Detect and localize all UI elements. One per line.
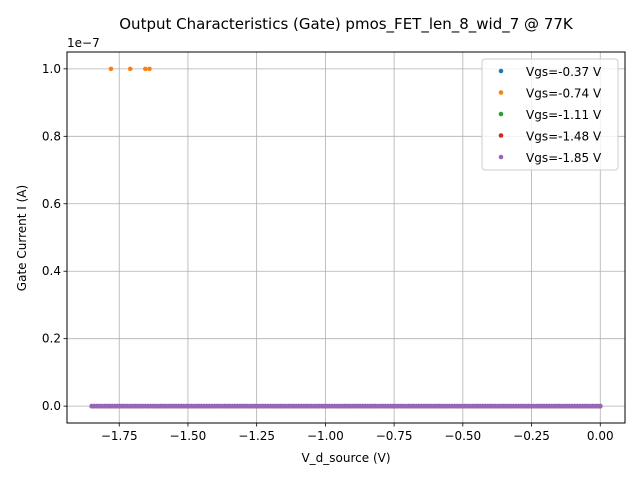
x-axis: −1.75 −1.50 −1.25 −1.00 −0.75 −0.50 −0.25 0.00 [101,423,614,443]
data-point [108,66,114,72]
legend: Vgs=-0.37 V Vgs=-0.74 V Vgs=-1.11 V Vgs=-1.… [481,58,619,171]
y-tick-label: 0.4 [42,264,61,278]
legend-box [481,58,619,171]
legend-entry: Vgs=-1.11 V [526,108,602,122]
y-tick-label: 0.0 [42,399,61,413]
legend-entry: Vgs=-1.48 V [526,130,602,144]
y-tick-label: 0.6 [42,197,61,211]
y-tick-label: 0.2 [42,332,61,346]
x-tick-label: −0.75 [376,429,413,443]
x-axis-label: V_d_source (V) [301,451,390,465]
legend-marker [498,154,504,160]
x-tick-label: −1.50 [170,429,207,443]
legend-marker [498,133,504,138]
axes-frame [66,51,626,424]
y-axis-label: Gate Current I (A) [15,185,29,291]
y-offset-label: 1e−7 [67,36,100,50]
y-axis: 0.0 0.2 0.4 0.6 0.8 1.0 [42,62,67,413]
legend-entry: Vgs=-0.37 V [526,65,602,79]
x-tick-label: −0.25 [513,429,550,443]
x-tick-label: −1.75 [101,429,138,443]
data-point [597,403,603,409]
y-tick-label: 1.0 [42,62,61,76]
chart-title: Output Characteristics (Gate) pmos_FET_l… [119,15,574,34]
x-tick-label: −1.00 [307,429,344,443]
series-4 [89,403,603,409]
data-point [143,66,148,72]
legend-marker [498,111,504,117]
legend-entry: Vgs=-1.85 V [526,151,602,165]
legend-marker [498,90,504,95]
legend-entry: Vgs=-0.74 V [526,87,602,101]
x-tick-label: −1.25 [238,429,275,443]
legend-marker [498,68,504,74]
x-tick-label: 0.00 [587,429,614,443]
y-tick-label: 0.8 [42,129,61,143]
x-tick-label: −0.50 [444,429,481,443]
data-point [127,66,133,72]
plot-area [89,66,603,409]
data-point [147,66,152,72]
